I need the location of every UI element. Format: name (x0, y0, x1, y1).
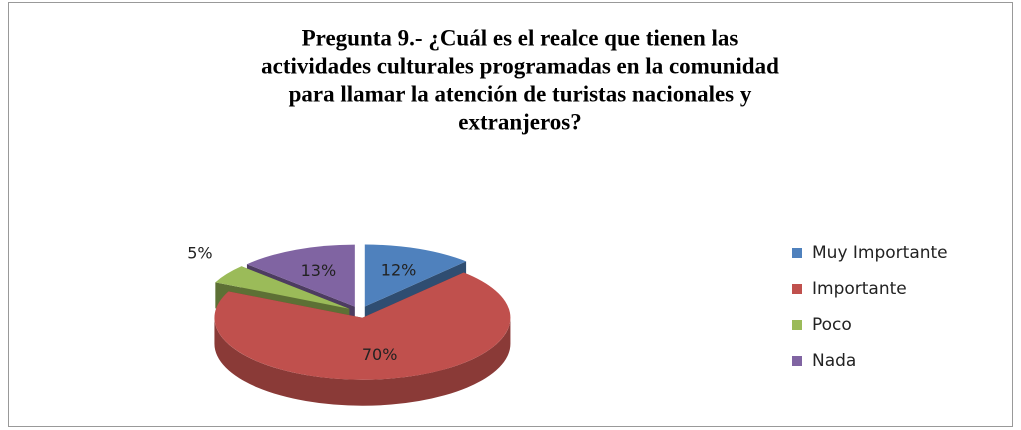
chart-frame (8, 2, 1013, 427)
legend-swatch (792, 320, 802, 330)
pie-slice (214, 272, 511, 380)
legend-swatch (792, 356, 802, 366)
legend-swatch (792, 284, 802, 294)
chart-title: Pregunta 9.- ¿Cuál es el realce que tien… (302, 25, 739, 50)
pie-slice (364, 244, 467, 307)
legend-label: Poco (812, 315, 852, 335)
chart-title: para llamar la atención de turistas naci… (289, 81, 752, 106)
pie-slice (246, 244, 355, 307)
legend-label: Importante (812, 279, 907, 299)
data-label: 13% (301, 261, 337, 280)
data-label: 70% (362, 345, 398, 364)
data-label: 12% (381, 260, 417, 279)
legend-label: Muy Importante (812, 243, 948, 263)
legend-label: Nada (812, 351, 856, 371)
data-label: 5% (187, 244, 212, 263)
slice-side (214, 317, 511, 406)
legend-swatch (792, 248, 802, 258)
chart-title: extranjeros? (458, 109, 581, 134)
pie-slice (215, 266, 350, 309)
chart-title: actividades culturales programadas en la… (261, 53, 779, 78)
